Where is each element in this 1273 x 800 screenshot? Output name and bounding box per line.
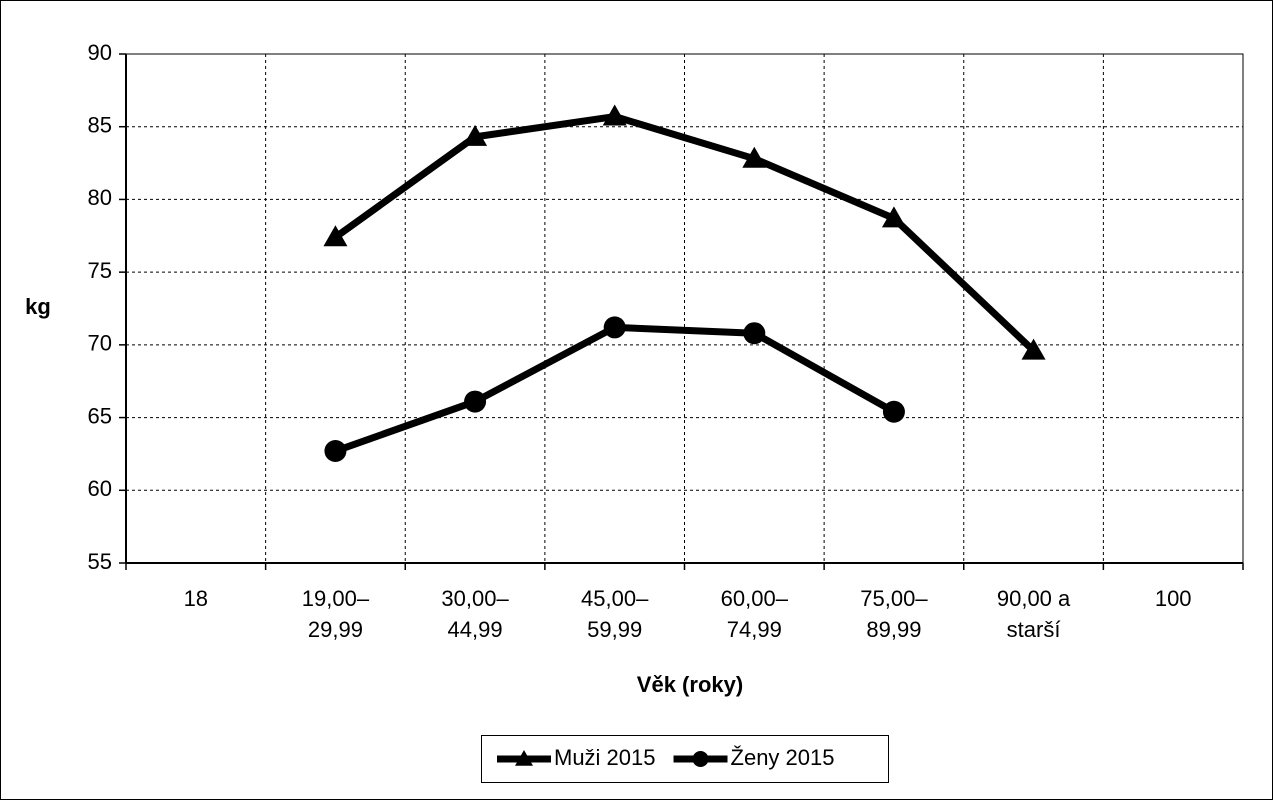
marker-triangle [1021, 338, 1046, 360]
x-tick-label: 18 [184, 586, 208, 611]
marker-triangle [323, 225, 348, 247]
marker-circle [692, 751, 709, 767]
y-tick-label: 85 [88, 113, 112, 138]
marker-circle [603, 316, 626, 339]
x-tick-label: 60,00– 74,99 [721, 586, 789, 642]
legend-label: Muži 2015 [554, 745, 656, 770]
y-tick-label: 90 [88, 40, 112, 65]
x-tick-label: 100 [1155, 586, 1192, 611]
marker-triangle [515, 750, 533, 766]
marker-triangle [881, 206, 906, 228]
marker-triangle [602, 104, 627, 126]
y-tick-label: 60 [88, 476, 112, 501]
x-tick-label: 75,00– 89,99 [860, 586, 928, 642]
marker-circle [324, 440, 347, 463]
y-tick-label: 70 [88, 331, 112, 356]
marker-circle [464, 390, 487, 413]
series-line [333, 113, 1036, 354]
marker-circle [743, 322, 766, 345]
legend-label: Ženy 2015 [731, 745, 835, 770]
marker-triangle [463, 124, 488, 146]
x-axis-title: Věk (roky) [637, 672, 743, 697]
y-tick-label: 55 [88, 549, 112, 574]
marker-circle [882, 400, 905, 423]
y-tick-label: 80 [88, 185, 112, 210]
y-axis-title: kg [25, 294, 51, 319]
marker-triangle [742, 146, 767, 168]
x-tick-label: 90,00 a starší [997, 586, 1071, 642]
x-tick-label: 45,00– 59,99 [581, 586, 649, 642]
x-tick-label: 30,00– 44,99 [441, 586, 509, 642]
y-tick-label: 75 [88, 258, 112, 283]
x-tick-label: 19,00– 29,99 [302, 586, 370, 642]
y-tick-label: 65 [88, 403, 112, 428]
legend: Muži 2015 Ženy 2015 [481, 735, 889, 783]
